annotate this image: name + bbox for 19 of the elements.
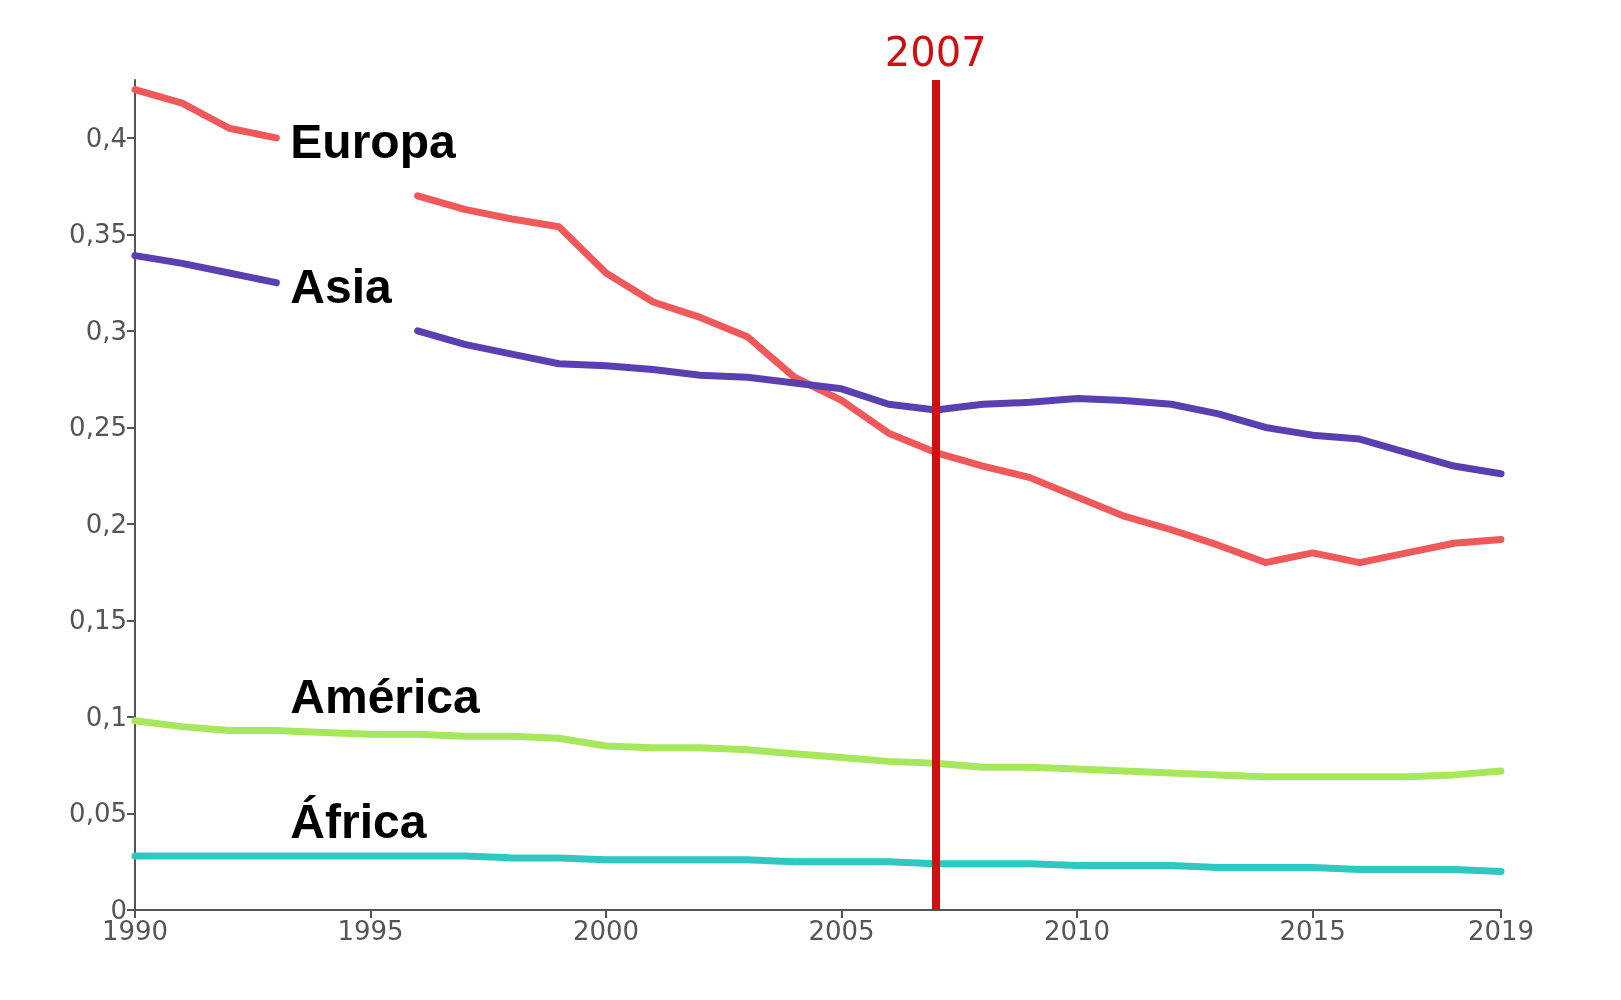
x-tick-label: 2000 [572, 916, 640, 946]
y-tick-label: 0,05 [69, 798, 127, 829]
series-label: América [290, 669, 481, 723]
y-tick-label: 0,1 [85, 701, 127, 732]
y-tick-label: 0,25 [69, 412, 127, 443]
series-label: Asia [290, 260, 393, 314]
y-tick-label: 0,2 [85, 508, 127, 539]
y-tick-label: 0,15 [69, 605, 127, 636]
series-label: África [290, 795, 427, 849]
series-label: Europa [290, 115, 456, 169]
ref-line-label: 2007 [884, 29, 987, 75]
y-tick-label: 0,35 [69, 219, 127, 250]
x-tick-label: 2010 [1043, 916, 1111, 946]
y-tick-label: 0,4 [85, 122, 127, 153]
x-tick-label: 2019 [1467, 916, 1535, 946]
x-tick-label: 2015 [1279, 916, 1346, 946]
x-tick-label: 1995 [337, 916, 404, 946]
y-tick-label: 0,3 [85, 315, 127, 346]
x-tick-label: 2005 [808, 916, 875, 946]
